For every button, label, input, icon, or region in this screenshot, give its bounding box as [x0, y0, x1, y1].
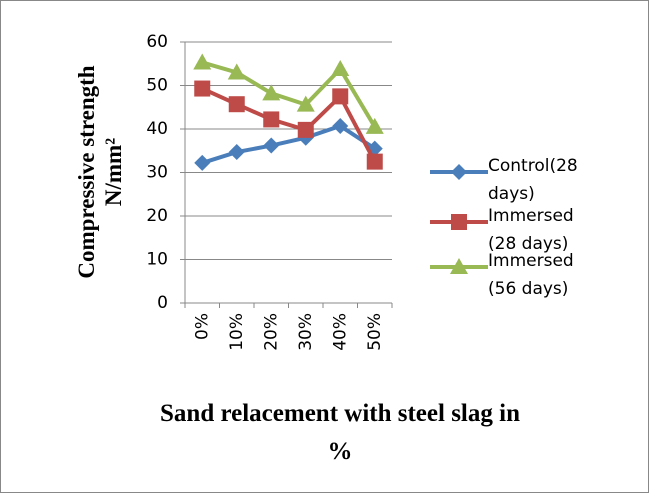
marker [296, 95, 315, 112]
x-tick-label: 40% [330, 313, 350, 351]
y-tick-label: 30 [146, 163, 168, 183]
marker [451, 214, 467, 230]
marker [297, 121, 314, 138]
marker [366, 153, 383, 170]
marker [194, 154, 211, 171]
marker [262, 84, 281, 101]
legend-label: Immersed(28 days) [488, 206, 574, 254]
series-line [201, 60, 377, 128]
y-tick-label: 50 [146, 76, 168, 96]
y-tick-label: 20 [146, 206, 168, 226]
x-tick-label: 0% [192, 313, 212, 340]
y-tick-label: 40 [146, 119, 168, 139]
marker [227, 63, 246, 80]
x-tick-label: 10% [227, 313, 247, 351]
marker [263, 111, 280, 128]
marker [332, 88, 349, 105]
x-axis-title: Sand relacement with steel slag in % [160, 400, 520, 465]
marker [228, 144, 245, 161]
series-line [201, 123, 376, 165]
marker [450, 258, 468, 274]
x-tick-label: 20% [261, 313, 281, 351]
marker [228, 96, 245, 113]
marker [331, 59, 350, 76]
x-tick-label: 30% [296, 313, 316, 351]
legend-label: Immersed(56 days) [488, 251, 574, 299]
y-axis-title: Compressive strength N/mm² [74, 65, 126, 279]
marker [332, 117, 349, 134]
y-tick-label: 0 [157, 293, 168, 313]
y-tick-label: 10 [146, 250, 168, 270]
marker [365, 117, 384, 134]
y-tick-label: 60 [146, 32, 168, 52]
legend-label: Control(28days) [488, 156, 578, 204]
marker [451, 164, 467, 180]
marker [193, 53, 212, 70]
marker [194, 80, 211, 97]
x-tick-label: 50% [365, 313, 385, 351]
marker [263, 137, 280, 154]
